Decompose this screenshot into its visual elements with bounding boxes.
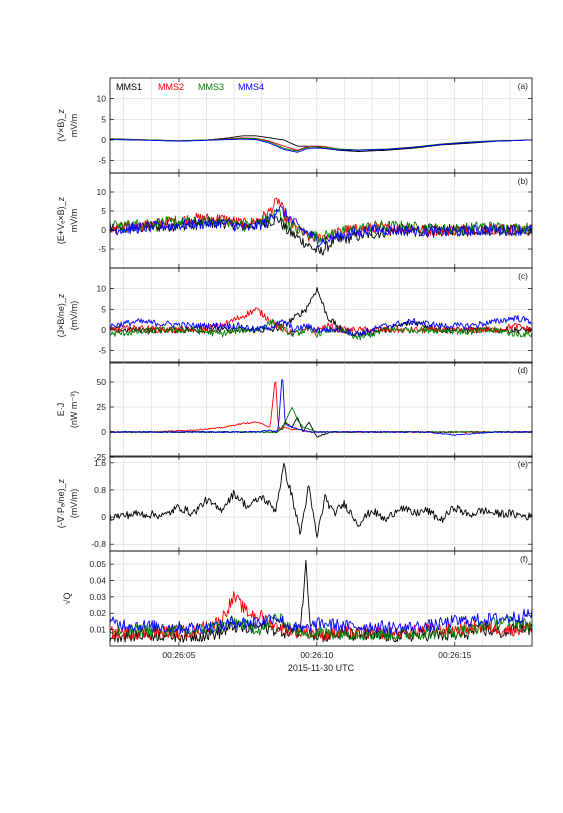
y-axis-label: (nW m⁻³) bbox=[69, 391, 79, 428]
panel-frame bbox=[109, 267, 533, 364]
x-tick-label: 00:26:15 bbox=[438, 650, 471, 660]
y-tick-label: 10 bbox=[97, 284, 107, 294]
x-axis-date-label: 2015-11-30 UTC bbox=[288, 663, 355, 673]
y-tick-label: -5 bbox=[98, 346, 106, 356]
panel-frame bbox=[109, 77, 533, 174]
x-tick-label: 00:26:10 bbox=[300, 650, 333, 660]
gridlines bbox=[110, 268, 532, 363]
y-axis-label: (-∇·Pₑ/ne)_z bbox=[56, 478, 66, 528]
y-tick-label: 1.6 bbox=[94, 458, 106, 468]
legend-mms2: MMS2 bbox=[158, 82, 184, 92]
legend: MMS1 MMS2 MMS3 MMS4 bbox=[116, 82, 264, 92]
panel-frame bbox=[109, 361, 533, 458]
y-tick-label: 0.03 bbox=[89, 592, 106, 602]
y-axis-label: E·J bbox=[56, 403, 66, 417]
y-tick-label: 0.8 bbox=[94, 485, 106, 495]
panel-c: 10 5 0 -5 (c) (J×B/ne)_z (mV/m) bbox=[56, 267, 533, 364]
y-tick-label: 25 bbox=[97, 402, 107, 412]
legend-mms4: MMS4 bbox=[238, 82, 264, 92]
y-axis-label: (E+Vₑ×B)_z bbox=[56, 196, 66, 244]
y-tick-label: 0 bbox=[101, 512, 106, 522]
panel-a: 10 5 0 -5 (a) (V×B)_z mV/m bbox=[56, 77, 533, 174]
series-line-mms4 bbox=[109, 379, 533, 436]
y-tick-label: 50 bbox=[97, 377, 107, 387]
x-tick-label: 00:26:05 bbox=[162, 650, 195, 660]
y-axis-label: mV/m bbox=[69, 209, 79, 233]
panel-letter: (e) bbox=[518, 459, 529, 469]
y-tick-label: -5 bbox=[98, 244, 106, 254]
panel-letter: (f) bbox=[520, 554, 528, 564]
panel-letter: (d) bbox=[518, 365, 529, 375]
y-tick-label: 10 bbox=[97, 94, 107, 104]
series-line-mms4 bbox=[109, 138, 532, 153]
y-tick-label: -0.8 bbox=[91, 539, 106, 549]
panel-e: 1.6 0.8 0 -0.8 (e) (-∇·Pₑ/ne)_z (mV/m) bbox=[56, 455, 533, 552]
series-line-mms3 bbox=[109, 208, 533, 244]
panel-letter: (c) bbox=[518, 271, 528, 281]
y-tick-label: 5 bbox=[101, 114, 106, 124]
y-tick-label: -5 bbox=[98, 156, 106, 166]
y-tick-label: 0.02 bbox=[89, 608, 106, 618]
gridlines bbox=[110, 78, 532, 173]
y-tick-label: 0 bbox=[101, 325, 106, 335]
y-tick-label: 10 bbox=[97, 187, 107, 197]
y-tick-label: 0 bbox=[101, 135, 106, 145]
panel-letter: (a) bbox=[518, 81, 529, 91]
gridlines bbox=[110, 456, 532, 551]
y-tick-label: 0.01 bbox=[89, 625, 106, 635]
series-line-mms2 bbox=[109, 197, 533, 243]
series-line-mms1 bbox=[109, 135, 532, 152]
panel-b: 10 5 0 -5 (b) (E+Vₑ×B)_z mV/m bbox=[56, 172, 533, 269]
y-tick-label: 5 bbox=[101, 206, 106, 216]
y-axis-label: (mV/m) bbox=[69, 301, 79, 331]
panel-f: 0.05 0.04 0.03 0.02 0.01 (f) √Q bbox=[62, 550, 533, 647]
y-tick-label: 0 bbox=[101, 225, 106, 235]
series-line-mms4 bbox=[109, 205, 533, 247]
y-axis-label: mV/m bbox=[69, 114, 79, 138]
y-tick-label: 5 bbox=[101, 304, 106, 314]
series-line-mms3 bbox=[109, 318, 533, 341]
series-line-mms3 bbox=[109, 613, 533, 642]
y-axis-label: (mV/m) bbox=[69, 489, 79, 519]
series-line-mms4 bbox=[109, 608, 533, 635]
legend-mms3: MMS3 bbox=[198, 82, 224, 92]
y-tick-label: 0 bbox=[101, 427, 106, 437]
panel-letter: (b) bbox=[518, 176, 529, 186]
y-tick-label: -25 bbox=[94, 452, 107, 462]
y-tick-label: 0.05 bbox=[89, 559, 106, 569]
panel-frame bbox=[109, 550, 533, 647]
series-line-mms bbox=[109, 462, 533, 539]
series-line-mms4 bbox=[109, 314, 533, 337]
panel-d: 50 25 0 -25 (d) E·J (nW m⁻³) bbox=[56, 361, 533, 462]
series-line-mms3 bbox=[109, 406, 533, 434]
y-axis-label: (V×B)_z bbox=[56, 109, 66, 142]
y-axis-label: (J×B/ne)_z bbox=[56, 293, 66, 337]
panel-frame bbox=[109, 455, 533, 552]
legend-mms1: MMS1 bbox=[116, 82, 142, 92]
x-axis: 00:26:05 00:26:10 00:26:15 2015-11-30 UT… bbox=[162, 650, 471, 673]
y-axis-label: √Q bbox=[62, 593, 72, 605]
gridlines bbox=[110, 362, 532, 458]
y-tick-label: 0.04 bbox=[89, 575, 106, 585]
